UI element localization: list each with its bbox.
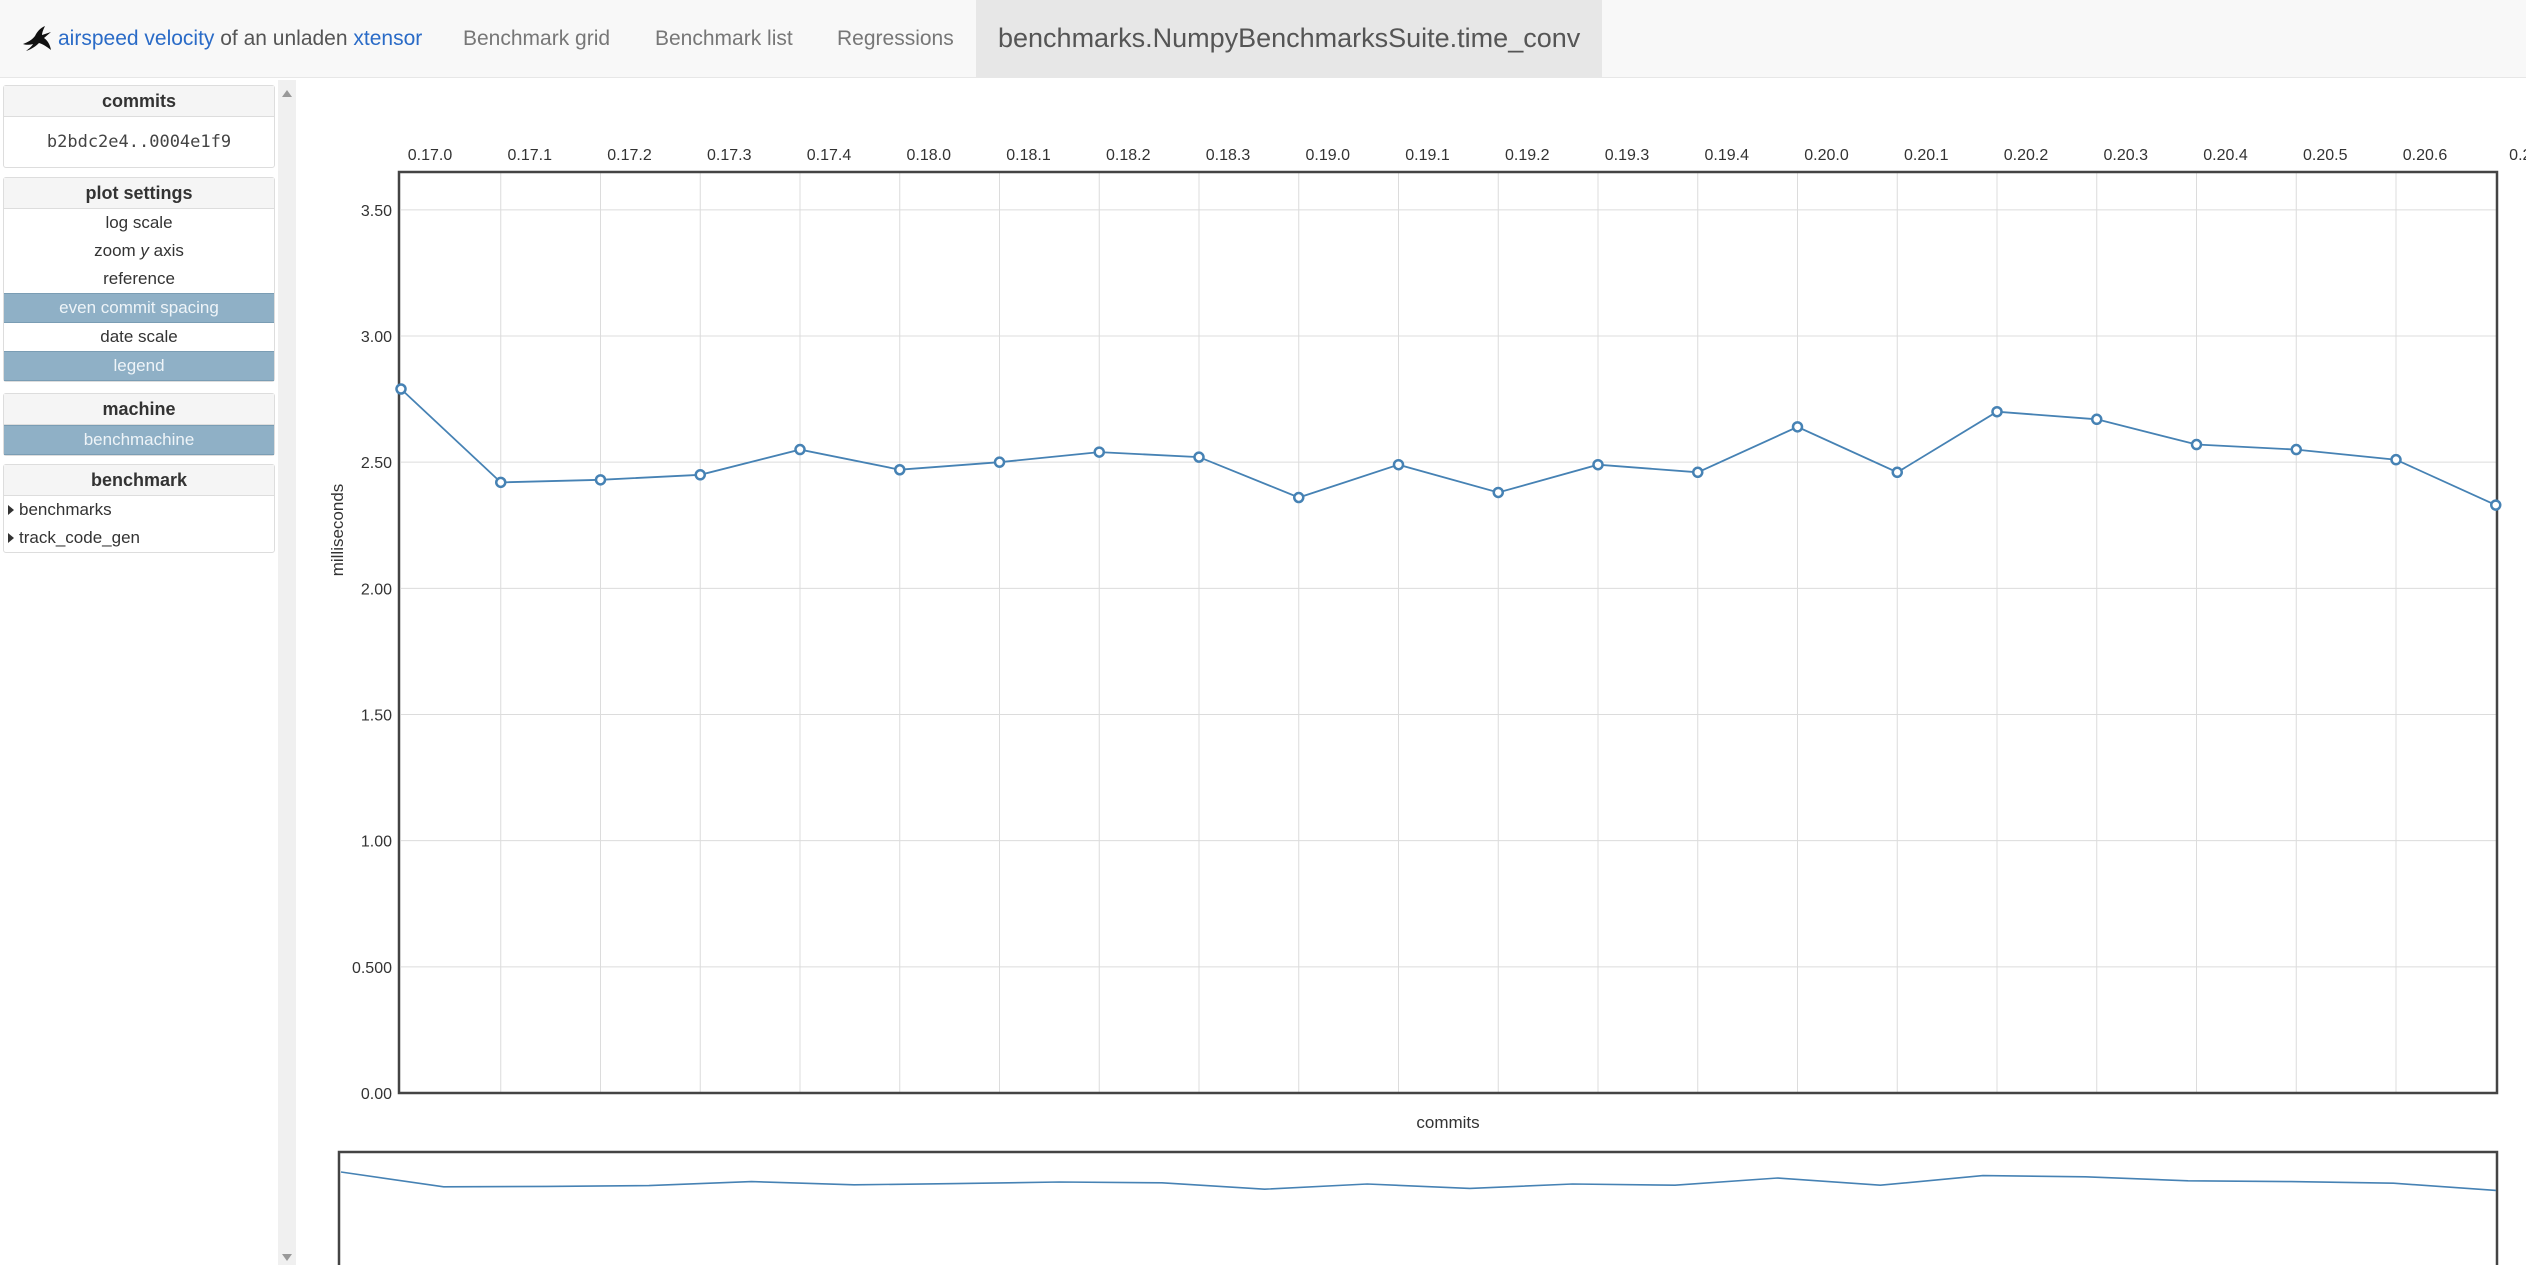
data-point [1692, 466, 1704, 479]
expand-arrow-icon[interactable] [8, 505, 14, 515]
data-point [2490, 499, 2502, 511]
x-tick-label: 0.17.0 [408, 147, 453, 164]
data-point [993, 456, 1006, 468]
x-tick-label: 0.17.2 [607, 147, 652, 164]
nav-benchmark-grid[interactable]: Benchmark grid [463, 26, 611, 50]
x-tick-label: 0.19.4 [1705, 147, 1750, 164]
x-tick-label: 0.20.5 [2303, 147, 2348, 164]
zoom-y-axis-toggle[interactable]: zoom y axis [4, 237, 274, 265]
benchmark-chart[interactable]: 0.17.0 0.17.1 0.17.2 0.17.3 0.17.4 0.18.0 0.18… [300, 80, 2526, 1265]
y-tick-label: 3.00 [361, 329, 392, 346]
data-point [694, 469, 706, 481]
machine-header: machine [4, 394, 274, 425]
nav-benchmark-list[interactable]: Benchmark list [655, 26, 793, 50]
overview-series-line [340, 1171, 2497, 1192]
tree-item-label: track_code_gen [19, 528, 140, 547]
y-tick-label: 2.00 [361, 581, 392, 598]
zoom-label-prefix: zoom [94, 241, 141, 260]
x-tick-label: 0.20.0 [1804, 147, 1849, 164]
y-axis-label: milliseconds [328, 484, 347, 577]
x-tick-label: 0.18.2 [1106, 147, 1151, 164]
brand-text: of an unladen [214, 26, 354, 50]
data-point [1791, 421, 1804, 433]
zoom-label-y: y [140, 241, 149, 260]
plot-settings-panel: plot settings log scale zoom y axis refe… [3, 177, 275, 382]
expand-arrow-icon[interactable] [8, 533, 14, 543]
data-point [2290, 443, 2302, 456]
date-scale-toggle[interactable]: date scale [100, 327, 178, 346]
commits-header: commits [4, 86, 274, 117]
x-tick-label: 0.20 [2509, 147, 2526, 164]
y-tick-label: 1.50 [361, 708, 392, 725]
x-tick-label: 0.19.1 [1405, 147, 1450, 164]
tree-item-track-code-gen[interactable]: track_code_gen [4, 524, 274, 552]
brand-link[interactable]: airspeed velocity [58, 26, 215, 50]
overview-frame[interactable] [337, 1150, 2499, 1265]
data-point [894, 463, 906, 476]
series-line [400, 388, 2497, 506]
y-tick-label: 0.500 [352, 960, 392, 977]
y-tick-label: 2.50 [361, 455, 392, 472]
tree-item-label: benchmarks [19, 500, 112, 519]
data-point [1392, 458, 1405, 471]
x-tick-label: 0.17.4 [807, 147, 852, 164]
x-tick-label: 0.17.3 [707, 147, 752, 164]
project-link[interactable]: xtensor [353, 26, 423, 50]
y-tick-label: 3.50 [361, 203, 392, 220]
machine-panel: machine benchmachine [3, 393, 275, 456]
sidebar-scrollbar[interactable] [278, 80, 296, 1265]
data-point [1492, 486, 1504, 499]
plot-frame [397, 170, 2499, 1095]
data-point [1891, 466, 1903, 479]
data-point [794, 443, 806, 456]
x-tick-label: 0.19.0 [1306, 147, 1351, 164]
brand: airspeed velocity of an unladen xtensor [20, 0, 422, 77]
x-tick-label: 0.17.1 [508, 147, 553, 164]
data-point [1592, 458, 1604, 471]
data-point [2091, 413, 2103, 426]
reference-toggle[interactable]: reference [103, 269, 175, 288]
x-tick-label: 0.18.1 [1006, 147, 1051, 164]
y-tick-label: 0.00 [361, 1086, 392, 1103]
x-tick-label: 0.20.6 [2403, 147, 2448, 164]
x-tick-label: 0.20.2 [2004, 147, 2049, 164]
benchmark-header: benchmark [4, 465, 274, 496]
commit-range[interactable]: b2bdc2e4..0004e1f9 [46, 132, 232, 152]
x-tick-label: 0.20.3 [2104, 147, 2149, 164]
swallow-logo-icon[interactable] [20, 22, 54, 56]
plot-settings-header: plot settings [4, 178, 274, 209]
commits-panel: commits b2bdc2e4..0004e1f9 [3, 85, 275, 168]
x-axis-label: commits [1416, 1113, 1479, 1132]
sidebar: commits b2bdc2e4..0004e1f9 plot settings… [0, 80, 278, 1265]
y-tick-label: 1.00 [361, 834, 392, 851]
scroll-up-arrow-icon[interactable] [282, 90, 292, 97]
data-point [2190, 438, 2203, 451]
scroll-down-arrow-icon[interactable] [282, 1254, 292, 1261]
data-point [2390, 453, 2402, 466]
log-scale-toggle[interactable]: log scale [105, 213, 173, 232]
data-point [395, 383, 407, 395]
benchmark-panel: benchmark benchmarks track_code_gen [3, 464, 275, 553]
data-point [1093, 446, 1105, 458]
x-tick-label: 0.19.2 [1505, 147, 1550, 164]
data-point [1991, 405, 2003, 418]
even-commit-spacing-toggle[interactable]: even commit spacing [4, 293, 274, 323]
x-tick-label: 0.20.4 [2203, 147, 2248, 164]
data-point [495, 476, 507, 489]
x-tick-label: 0.19.3 [1605, 147, 1650, 164]
data-point [1293, 491, 1305, 504]
x-tick-label: 0.18.3 [1206, 147, 1251, 164]
data-point [594, 474, 607, 486]
data-point [1193, 451, 1205, 463]
legend-toggle[interactable]: legend [4, 351, 274, 381]
x-tick-label: 0.20.1 [1904, 147, 1949, 164]
zoom-label-suffix: axis [148, 241, 184, 260]
nav-current-benchmark[interactable]: benchmarks.NumpyBenchmarksSuite.time_con… [976, 0, 1603, 77]
nav-regressions[interactable]: Regressions [837, 26, 954, 50]
tree-item-benchmarks[interactable]: benchmarks [4, 496, 274, 524]
top-navbar: airspeed velocity of an unladen xtensor … [0, 0, 2526, 78]
machine-benchmachine[interactable]: benchmachine [4, 425, 274, 455]
x-tick-label: 0.18.0 [907, 147, 952, 164]
